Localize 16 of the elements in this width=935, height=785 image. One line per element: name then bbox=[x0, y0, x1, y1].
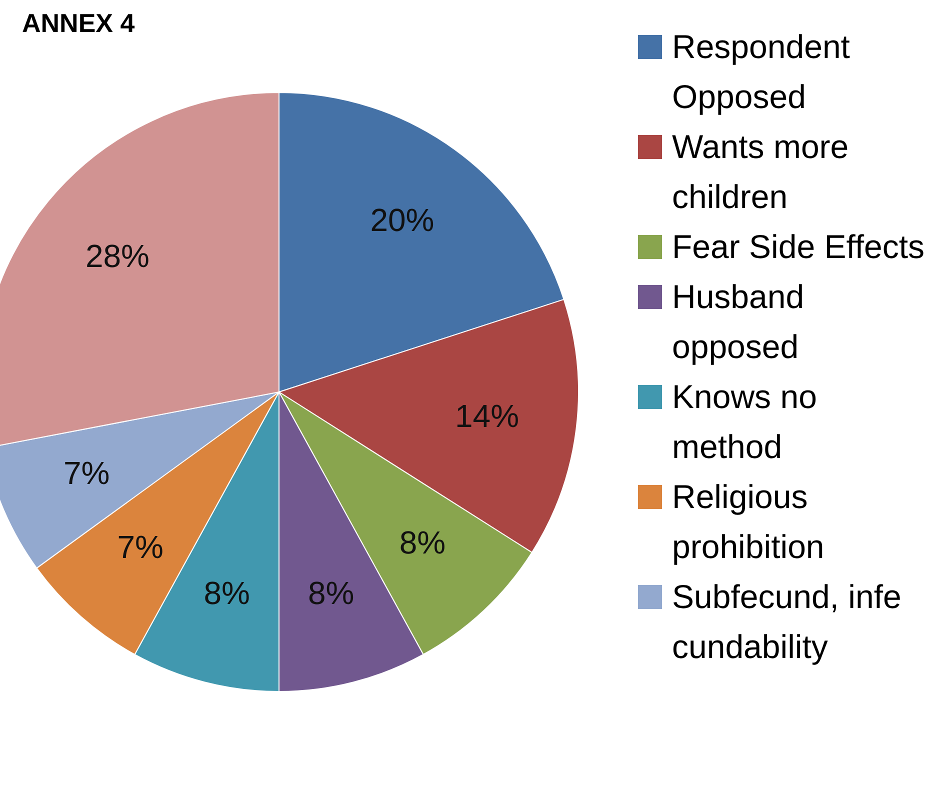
legend-label: Respondent Opposed bbox=[672, 27, 851, 117]
data-label: 7% bbox=[63, 455, 110, 492]
data-label: 8% bbox=[399, 524, 446, 561]
data-label: 8% bbox=[204, 574, 250, 611]
legend-label: Subfecund, infe cundability bbox=[672, 577, 902, 667]
legend-label: Knows no method bbox=[672, 377, 818, 467]
legend-label: Religious prohibition bbox=[672, 477, 826, 567]
data-label: 7% bbox=[117, 529, 164, 566]
data-label: 8% bbox=[308, 574, 354, 611]
data-label: 28% bbox=[85, 238, 150, 274]
legend-label: Husband opposed bbox=[672, 277, 806, 367]
data-label: 14% bbox=[454, 398, 520, 434]
legend-label: Fear Side Effects bbox=[672, 227, 925, 267]
legend-label: Wants more children bbox=[672, 127, 850, 217]
chart-title: ANNEX 4 bbox=[22, 8, 135, 39]
data-label: 20% bbox=[370, 202, 434, 238]
